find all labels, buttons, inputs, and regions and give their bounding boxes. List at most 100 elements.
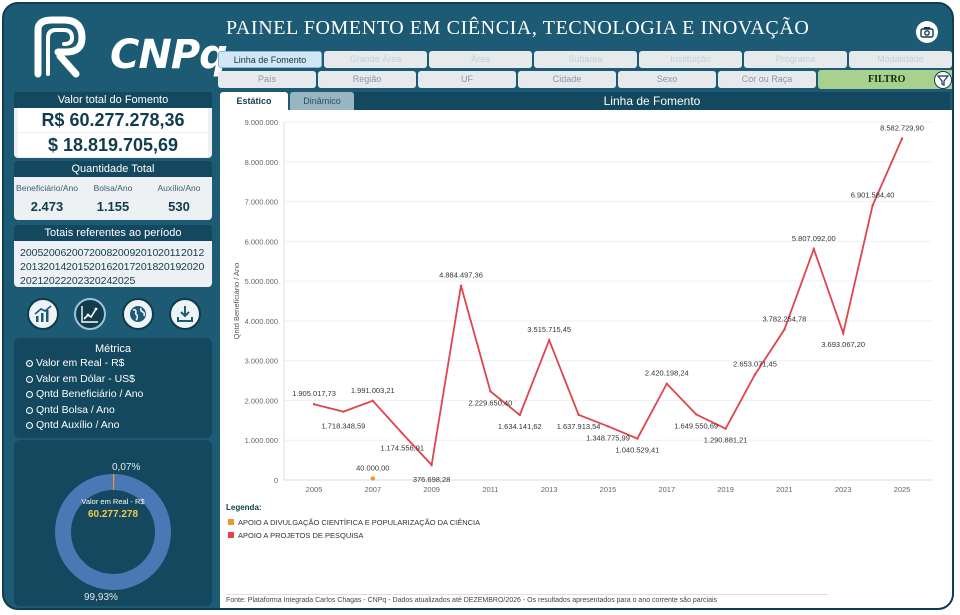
bar-trend-icon <box>34 305 52 322</box>
x-tick-label: 2015 <box>600 485 617 494</box>
valor-real: R$ 60.277.278,36 <box>18 108 208 132</box>
data-label: 1.348.775,99 <box>586 433 630 442</box>
year-item: 2022 <box>43 275 67 287</box>
year-item: 2019 <box>158 261 182 273</box>
data-point <box>695 413 698 416</box>
year-item: 2017 <box>112 261 136 273</box>
data-label: 4.884.497,36 <box>439 271 483 280</box>
legend-title: Legenda: <box>226 503 262 512</box>
globe-button[interactable] <box>122 298 154 330</box>
data-point <box>342 410 345 413</box>
year-item: 2007 <box>66 247 90 259</box>
metric-option-label: Valor em Dólar - US$ <box>36 372 136 385</box>
tab-area[interactable]: Área <box>429 51 532 68</box>
data-point <box>371 399 374 403</box>
tab-dinamico[interactable]: Dinâmico <box>290 92 354 110</box>
y-tick-label: 2.000.000 <box>245 396 278 405</box>
data-label: 2.229.650,40 <box>469 398 513 407</box>
y-tick-label: 4.000.000 <box>245 317 278 326</box>
tab-instituicao[interactable]: Instituição <box>639 51 742 68</box>
donut-panel: 0,07% Valor em Real - R$ 60.277.278 99,9… <box>14 440 212 606</box>
filter-regiao[interactable]: Região <box>318 71 416 88</box>
year-item: 2015 <box>66 261 90 273</box>
qty-auxilio: Auxílio/Ano 530 <box>146 177 212 214</box>
data-label: 5.807.092,00 <box>792 234 836 243</box>
globe-icon <box>130 306 146 322</box>
metric-option[interactable]: Valor em Dólar - US$ <box>14 373 212 389</box>
filter-cor-ou-raca[interactable]: Cor ou Raça <box>718 71 816 88</box>
y-tick-label: 1.000.000 <box>245 436 278 445</box>
tab-estatico[interactable]: Estático <box>220 92 288 110</box>
trend-chart-button[interactable] <box>27 298 59 330</box>
tab-grande-area[interactable]: Grande Área <box>324 51 427 68</box>
screenshot-button[interactable] <box>916 21 938 43</box>
filter-pais[interactable]: País <box>218 71 316 88</box>
page-title: PAINEL FOMENTO EM CIÊNCIA, TECNOLOGIA E … <box>226 17 810 39</box>
year-item: 2006 <box>43 247 67 259</box>
cnpq-logo: CNPq <box>30 16 228 82</box>
donut-chart <box>55 474 171 590</box>
line-chart-button[interactable] <box>74 298 106 330</box>
metric-option[interactable]: Qntd Beneficiário / Ano <box>14 388 212 404</box>
quantidade-panel: Beneficiário/Ano 2.473 Bolsa/Ano 1.155 A… <box>14 177 212 220</box>
tab-linha-de-fomento[interactable]: Linha de Fomento <box>218 51 322 68</box>
qty-value: 530 <box>168 199 190 214</box>
line-chart-icon <box>81 306 98 323</box>
tab-subarea[interactable]: Subárea <box>534 51 637 68</box>
year-item: 2010 <box>135 247 159 259</box>
year-item: 2024 <box>89 275 113 287</box>
data-point <box>577 413 580 417</box>
filter-uf[interactable]: UF <box>418 71 516 88</box>
valor-total-title: Valor total do Fomento <box>14 92 212 108</box>
qty-bolsa: Bolsa/Ano 1.155 <box>80 177 146 214</box>
data-point <box>459 284 463 287</box>
filter-funnel-button[interactable] <box>934 71 952 89</box>
metric-option[interactable]: Qntd Auxílio / Ano <box>14 419 212 435</box>
metrica-title: Métrica <box>94 343 132 355</box>
metric-option[interactable]: Valor em Real - R$ <box>14 357 212 373</box>
filter-sexo[interactable]: Sexo <box>618 71 716 88</box>
metric-option-label: Qntd Auxílio / Ano <box>36 419 120 431</box>
radio-icon <box>26 406 33 414</box>
data-point <box>812 247 815 251</box>
metric-option[interactable]: Qntd Bolsa / Ano <box>14 404 212 420</box>
legend-item-divulgacao[interactable]: APOIO A DIVULGAÇÃO CIENTÍFICA E POPULARI… <box>226 516 480 529</box>
data-label: 376.698,28 <box>413 475 451 484</box>
data-point <box>871 204 874 207</box>
x-tick-label: 2011 <box>482 485 498 494</box>
filter-cidade[interactable]: Cidade <box>518 71 616 88</box>
legend-item-projetos[interactable]: APOIO A PROJETOS DE PESQUISA <box>226 529 480 542</box>
tab-modalidade[interactable]: Modalidade <box>849 51 952 68</box>
data-point <box>783 328 786 331</box>
footer-source: Fonte: Plataforma Integrada Carlos Chaga… <box>226 594 828 604</box>
y-tick-label: 3.000.000 <box>245 357 278 366</box>
qty-label: Beneficiário/Ano <box>16 183 78 193</box>
qty-label: Auxílio/Ano <box>157 183 201 193</box>
year-item: 2016 <box>89 261 113 273</box>
metric-option-label: Valor em Real - R$ <box>36 357 125 369</box>
data-label: 1.174.556,91 <box>380 443 424 452</box>
data-label: 1.718.348,59 <box>322 422 366 431</box>
series-line <box>313 138 903 467</box>
download-button[interactable] <box>169 298 201 330</box>
data-label: 1.290.881,21 <box>704 436 748 445</box>
filtro-button[interactable]: FILTRO <box>818 70 952 89</box>
radio-icon <box>26 360 33 367</box>
donut-center-label: Valor em Real - R$ <box>81 497 145 506</box>
x-tick-label: 2025 <box>894 485 911 494</box>
data-point <box>842 331 845 335</box>
year-item: 2013 <box>20 261 44 273</box>
qty-beneficiario: Beneficiário/Ano 2.473 <box>14 177 80 214</box>
data-point <box>312 403 316 406</box>
data-point <box>724 427 727 430</box>
data-point <box>548 338 551 342</box>
tab-programa[interactable]: Programa <box>744 51 847 68</box>
data-label: 2.653.071,45 <box>733 359 777 368</box>
year-item: 2011 <box>158 247 181 259</box>
qty-value: 2.473 <box>30 199 64 214</box>
line-chart: 0 1.000.000 2.000.000 3.000.000 4.000.000 5.0… <box>232 118 932 494</box>
data-label: 1.634.141,62 <box>498 422 542 431</box>
year-item: 2021 <box>20 275 44 287</box>
data-point <box>636 437 639 440</box>
radio-icon <box>26 422 33 429</box>
